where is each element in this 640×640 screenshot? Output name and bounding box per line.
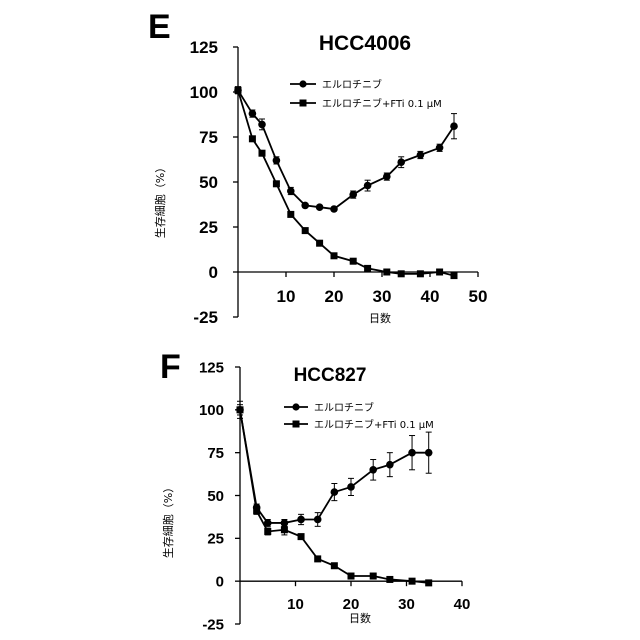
y-tick-label: 75 bbox=[199, 128, 218, 147]
data-point bbox=[408, 449, 416, 457]
x-tick-label: 40 bbox=[454, 596, 471, 613]
chart-title: HCC4006 bbox=[319, 32, 411, 55]
data-point bbox=[258, 121, 266, 129]
y-tick-label: 25 bbox=[199, 218, 218, 237]
data-point bbox=[451, 272, 458, 279]
data-point bbox=[287, 187, 295, 195]
x-tick-label: 10 bbox=[287, 596, 304, 613]
data-point bbox=[364, 182, 372, 190]
data-point bbox=[417, 270, 424, 277]
y-tick-label: 0 bbox=[216, 574, 224, 591]
chart-panel-f: F HCC827 生存細胞（%） 日数 125 100 75 50 25 0 -25 10 20… bbox=[160, 348, 470, 633]
data-point bbox=[350, 258, 357, 265]
y-tick-label: 100 bbox=[199, 402, 224, 419]
series-group bbox=[234, 86, 458, 279]
y-tick-label: 0 bbox=[209, 263, 218, 282]
x-tick-label: 30 bbox=[398, 596, 415, 613]
data-point bbox=[298, 533, 305, 540]
data-point bbox=[383, 269, 390, 276]
y-axis-label: 生存細胞（%） bbox=[161, 482, 175, 558]
data-point bbox=[349, 191, 357, 199]
data-point bbox=[253, 507, 260, 514]
panel-letter-e: E bbox=[148, 8, 171, 46]
data-point bbox=[259, 150, 266, 157]
data-point bbox=[302, 227, 309, 234]
chart-title: HCC827 bbox=[294, 365, 367, 386]
data-point bbox=[386, 576, 393, 583]
data-point bbox=[264, 528, 271, 535]
legend-label: エルロチニブ+FTi 0.1 μM bbox=[314, 418, 434, 431]
x-axis-label: 日数 bbox=[349, 612, 371, 625]
data-point bbox=[347, 483, 355, 491]
data-point bbox=[364, 265, 371, 272]
y-tick-label: -25 bbox=[202, 616, 224, 633]
data-point bbox=[273, 157, 281, 165]
legend-marker bbox=[292, 403, 299, 410]
data-point bbox=[273, 180, 280, 187]
data-point bbox=[331, 488, 339, 496]
legend-marker bbox=[299, 80, 306, 87]
legend-label: エルロチニブ bbox=[322, 78, 382, 91]
data-point bbox=[369, 466, 377, 474]
y-tick-label: 25 bbox=[207, 531, 224, 548]
y-tick-label: 50 bbox=[207, 488, 224, 505]
data-point bbox=[316, 240, 323, 247]
data-point bbox=[301, 202, 309, 210]
data-point bbox=[316, 203, 324, 211]
data-point bbox=[409, 578, 416, 585]
y-tick-label: 50 bbox=[199, 173, 218, 192]
data-point bbox=[330, 205, 338, 213]
y-tick-label: 125 bbox=[199, 359, 224, 376]
x-axis-label: 日数 bbox=[369, 312, 391, 325]
data-point bbox=[249, 110, 257, 118]
y-tick-label: -25 bbox=[193, 308, 218, 327]
y-tick-label: 125 bbox=[190, 38, 218, 57]
data-point bbox=[417, 151, 425, 159]
data-point bbox=[425, 579, 432, 586]
data-point bbox=[386, 461, 394, 469]
x-tick-label: 10 bbox=[277, 287, 296, 306]
panel-letter-f: F bbox=[160, 348, 181, 386]
legend-marker bbox=[300, 100, 307, 107]
legend-marker bbox=[293, 421, 300, 428]
data-point bbox=[237, 406, 244, 413]
data-point bbox=[450, 122, 458, 130]
data-point bbox=[281, 526, 288, 533]
data-point bbox=[287, 211, 294, 218]
y-tick-label: 100 bbox=[190, 83, 218, 102]
x-tick-label: 30 bbox=[373, 287, 392, 306]
data-point bbox=[331, 252, 338, 259]
x-tick-label: 20 bbox=[325, 287, 344, 306]
x-tick-label: 40 bbox=[421, 287, 440, 306]
data-point bbox=[348, 573, 355, 580]
y-axis-label: 生存細胞（%） bbox=[153, 162, 167, 238]
data-point bbox=[436, 144, 444, 152]
data-point bbox=[249, 135, 256, 142]
chart-panel-e: E HCC4006 生存細胞（%） 日数 125 100 75 50 25 0 -25 10 2… bbox=[148, 8, 487, 327]
data-point bbox=[235, 87, 242, 94]
data-point bbox=[425, 449, 433, 457]
x-tick-label: 20 bbox=[343, 596, 360, 613]
x-tick-label: 50 bbox=[469, 287, 488, 306]
data-point bbox=[314, 555, 321, 562]
legend-label: エルロチニブ+FTi 0.1 μM bbox=[322, 97, 442, 110]
data-point bbox=[314, 516, 322, 524]
data-point bbox=[331, 562, 338, 569]
legend-label: エルロチニブ bbox=[314, 401, 374, 414]
legend: エルロチニブエルロチニブ+FTi 0.1 μM bbox=[284, 401, 434, 431]
y-tick-label: 75 bbox=[207, 445, 224, 462]
data-point bbox=[297, 516, 305, 524]
series-line bbox=[238, 90, 454, 275]
legend: エルロチニブエルロチニブ+FTi 0.1 μM bbox=[290, 78, 442, 110]
data-point bbox=[397, 158, 405, 166]
data-point bbox=[436, 269, 443, 276]
data-point bbox=[370, 573, 377, 580]
data-point bbox=[398, 270, 405, 277]
data-point bbox=[383, 173, 391, 181]
series-erlotinib-fti bbox=[235, 87, 458, 279]
